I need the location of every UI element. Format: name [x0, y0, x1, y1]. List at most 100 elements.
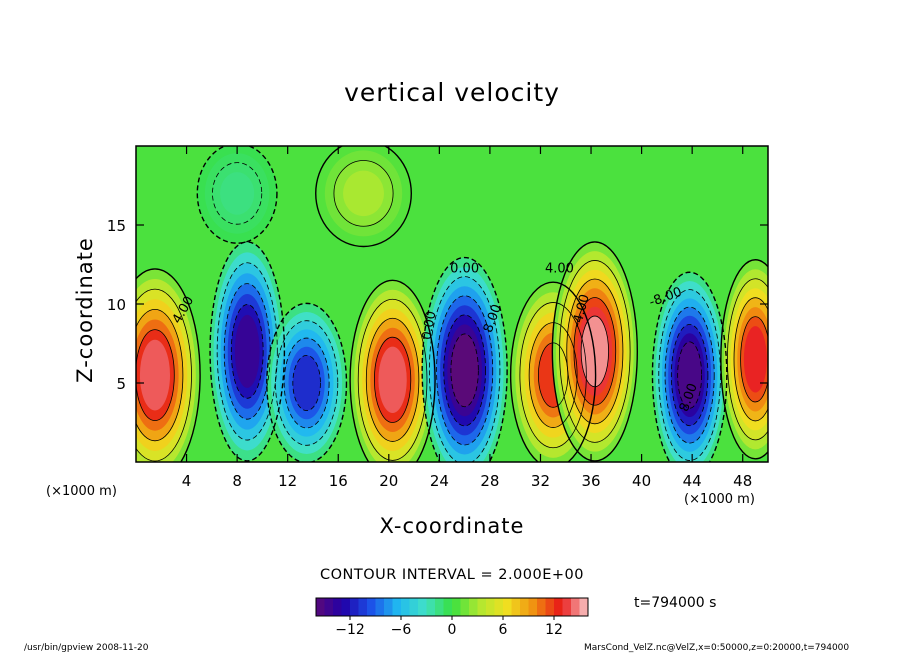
- x-unit-left: (×1000 m): [46, 484, 117, 499]
- contour-label: 0.00: [420, 310, 440, 341]
- contour-line: [357, 298, 428, 461]
- contour-line: [733, 297, 768, 422]
- contour-line: [365, 317, 420, 442]
- x-tick-label: 48: [733, 472, 752, 490]
- field-level: [343, 170, 384, 217]
- colorbar-swatch: [477, 598, 487, 616]
- field-level: [139, 339, 171, 411]
- x-tick-label: 32: [531, 472, 550, 490]
- colorbar-tick-label: 12: [545, 622, 563, 638]
- contour-line: [727, 278, 768, 441]
- x-tick-label: 36: [581, 472, 600, 490]
- x-tick-label: 44: [683, 472, 702, 490]
- x-axis-label: X-coordinate: [379, 514, 525, 538]
- contour-line: [216, 262, 278, 441]
- y-tick-label: 5: [116, 375, 126, 393]
- contour-line: [209, 241, 286, 462]
- contour-line: [136, 329, 175, 421]
- colorbar-tick-label: 6: [499, 622, 508, 638]
- colorbar-swatch: [460, 598, 470, 616]
- field-cell: [136, 268, 201, 462]
- colorbar-swatch: [554, 598, 563, 616]
- field-cell: [197, 146, 277, 244]
- colorbar-swatch: [375, 598, 385, 616]
- y-tick-label: 10: [107, 296, 126, 314]
- contour-line: [450, 333, 479, 408]
- contour-line: [651, 271, 728, 462]
- x-tick-label: 12: [278, 472, 297, 490]
- colorbar-swatch: [520, 598, 529, 616]
- field-level: [378, 346, 407, 414]
- contour-line: [275, 320, 339, 446]
- colorbar-swatch: [333, 598, 342, 616]
- colorbar-tick-label: 0: [448, 622, 457, 638]
- contour-line: [266, 302, 348, 462]
- colorbar-swatch: [418, 598, 427, 616]
- colorbar-swatch: [341, 598, 351, 616]
- contour-line: [349, 279, 436, 462]
- field-cell: [315, 146, 412, 247]
- colorbar-swatch: [571, 598, 580, 616]
- colorbar-swatch: [545, 598, 555, 616]
- colorbar-swatch: [409, 598, 419, 616]
- contour-line: [664, 306, 715, 444]
- field-level: [292, 355, 321, 411]
- x-tick-label: 4: [182, 472, 192, 490]
- field-cell: [210, 241, 285, 461]
- colorbar-swatch: [494, 598, 504, 616]
- colorbar-swatch: [511, 598, 521, 616]
- field-cell: [652, 272, 727, 462]
- colorbar-swatch: [426, 598, 436, 616]
- contour-line: [212, 162, 263, 225]
- colorbar-swatch: [486, 598, 495, 616]
- contour-line: [315, 146, 412, 248]
- colorbar-swatch: [392, 598, 402, 616]
- contour-line: [740, 316, 768, 403]
- contour-line: [677, 341, 703, 409]
- colorbar-swatch: [579, 598, 589, 616]
- footer-left: /usr/bin/gpview 2008-11-20: [24, 643, 149, 653]
- contour-line: [223, 283, 271, 420]
- y-tick-label: 15: [107, 217, 126, 235]
- contour-line: [283, 337, 330, 429]
- field-level: [743, 326, 767, 393]
- colorbar-swatch: [562, 598, 572, 616]
- field-cell: [720, 259, 768, 459]
- x-tick-label: 8: [232, 472, 242, 490]
- field-cell: [266, 303, 347, 462]
- colorbar-swatch: [503, 598, 512, 616]
- contour-line: [421, 256, 508, 462]
- field-level: [220, 172, 255, 215]
- colorbar-swatch: [528, 598, 538, 616]
- contour-line: [519, 302, 587, 449]
- contour-line: [136, 288, 192, 462]
- field-cell: [552, 241, 638, 461]
- colorbar-swatch: [384, 598, 393, 616]
- colorbar-swatch: [367, 598, 376, 616]
- contour-line: [720, 259, 768, 460]
- contour-line: [551, 241, 639, 462]
- colorbar-swatch: [358, 598, 368, 616]
- x-tick-label: 24: [430, 472, 449, 490]
- contour-line: [443, 314, 486, 427]
- colorbar-swatch: [537, 598, 546, 616]
- x-tick-label: 20: [379, 472, 398, 490]
- colorbar-tick-label: −6: [391, 622, 412, 638]
- time-label: t=794000 s: [634, 595, 717, 611]
- field-level: [677, 341, 702, 409]
- contour-line: [230, 304, 264, 399]
- colorbar-swatch: [401, 598, 410, 616]
- colorbar-swatch: [452, 598, 461, 616]
- contour-label: 4.00: [545, 261, 574, 276]
- contour-line: [292, 354, 321, 412]
- x-unit-right: (×1000 m): [684, 492, 755, 507]
- colorbar-swatch: [435, 598, 444, 616]
- chart-title: vertical velocity: [344, 78, 560, 107]
- contour-line: [658, 289, 721, 461]
- contour-line: [333, 160, 394, 227]
- contour-line: [428, 276, 501, 462]
- contour-line: [136, 308, 184, 442]
- y-axis-label: Z-coordinate: [73, 237, 97, 383]
- contour-line: [436, 295, 494, 446]
